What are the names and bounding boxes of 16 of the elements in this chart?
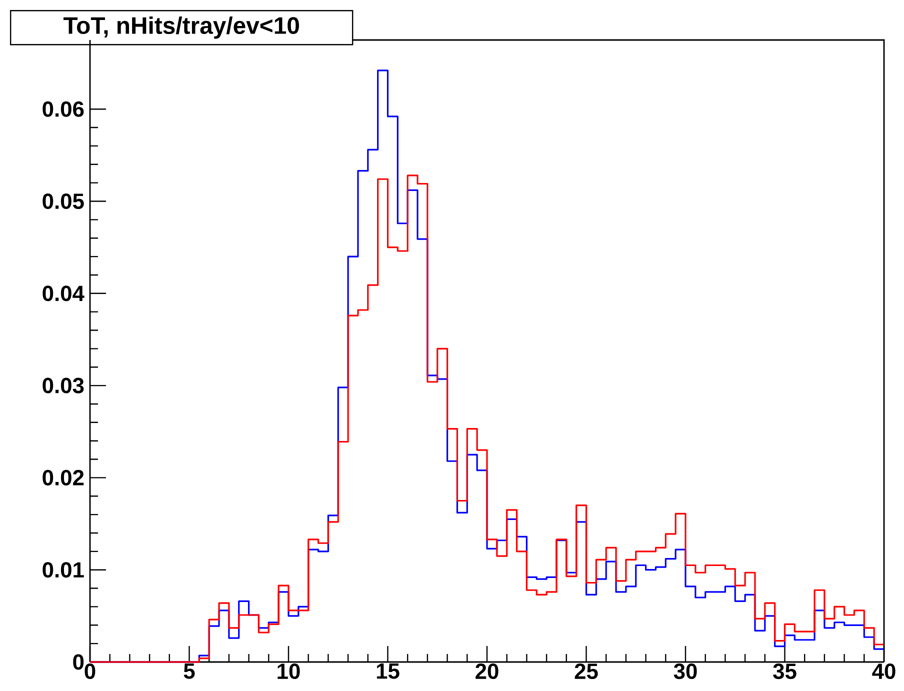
x-tick-label: 5 (184, 664, 195, 679)
x-tick-label: 30 (674, 664, 697, 680)
y-tick-label: 0.02 (42, 470, 84, 486)
x-tick-label: 40 (872, 664, 896, 680)
x-tick-label: 20 (476, 664, 498, 680)
x-tick-label: 15 (376, 664, 400, 679)
x-tick-label: 35 (773, 664, 796, 680)
y-tick-label: 0.06 (42, 101, 84, 117)
y-tick-label: 0.04 (42, 286, 84, 302)
x-tick-label: 25 (574, 664, 598, 680)
x-tick-label: 10 (278, 664, 300, 680)
y-tick-label: 0.01 (42, 562, 84, 578)
y-tick-label: 0.05 (42, 193, 84, 210)
x-tick-label: 0 (84, 664, 96, 680)
chart-title: ToT, nHits/tray/ev<10 (63, 16, 299, 39)
y-tick-label: 0.03 (42, 378, 84, 394)
